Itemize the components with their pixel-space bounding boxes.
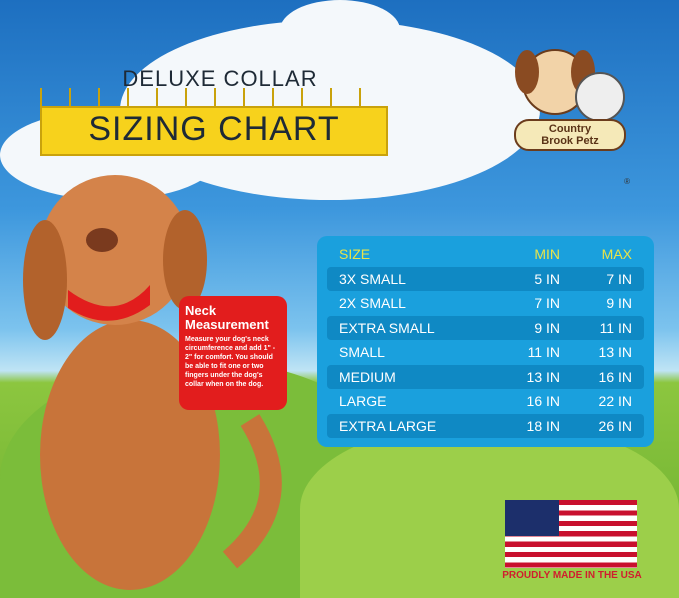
ruler-ticks bbox=[40, 88, 388, 106]
header-size: SIZE bbox=[339, 246, 371, 263]
min-cell: 11 IN bbox=[527, 344, 560, 361]
max-cell: 9 IN bbox=[606, 295, 632, 312]
size-cell: 3X SMALL bbox=[339, 270, 406, 287]
size-cell: MEDIUM bbox=[339, 368, 396, 385]
sizing-table: SIZE MIN MAX 3X SMALL 5 IN 7 IN 2X SMALL 7 I… bbox=[317, 236, 654, 447]
flag-canton bbox=[505, 500, 559, 536]
logo-text-1: Country bbox=[548, 123, 592, 135]
max-cell: 13 IN bbox=[598, 344, 632, 361]
cloud bbox=[280, 0, 400, 60]
max-cell: 16 IN bbox=[598, 368, 632, 385]
min-cell: 18 IN bbox=[526, 417, 560, 434]
min-cell: 13 IN bbox=[526, 368, 560, 385]
table-row: 3X SMALL 5 IN 7 IN bbox=[327, 266, 644, 291]
table-row: 2X SMALL 7 IN 9 IN bbox=[327, 291, 644, 316]
neck-body: Measure your dog's neck circumference an… bbox=[185, 336, 276, 388]
min-cell: 16 IN bbox=[526, 393, 560, 410]
table-row: EXTRA SMALL 9 IN 11 IN bbox=[327, 315, 644, 340]
size-cell: LARGE bbox=[339, 393, 387, 410]
neck-measurement-callout: Neck Measurement Measure your dog's neck… bbox=[179, 296, 287, 410]
header-max: MAX bbox=[601, 246, 632, 263]
size-cell: SMALL bbox=[339, 344, 385, 361]
neck-title-1: Neck bbox=[185, 303, 217, 318]
registered-mark: ® bbox=[624, 177, 630, 186]
table-row: SMALL 11 IN 13 IN bbox=[327, 340, 644, 365]
max-cell: 7 IN bbox=[606, 270, 632, 287]
logo-text-2: Brook Petz bbox=[541, 135, 599, 147]
ruler-banner bbox=[40, 106, 388, 156]
neck-title-2: Measurement bbox=[185, 317, 269, 332]
max-cell: 11 IN bbox=[599, 319, 632, 336]
size-cell: EXTRA SMALL bbox=[339, 319, 435, 336]
title-line1: DELUXE COLLAR bbox=[122, 66, 318, 91]
max-cell: 26 IN bbox=[598, 417, 632, 434]
size-cell: EXTRA LARGE bbox=[339, 417, 437, 434]
header-min: MIN bbox=[534, 246, 560, 263]
made-in-usa-text: PROUDLY MADE IN THE USA bbox=[502, 570, 642, 581]
max-cell: 22 IN bbox=[598, 393, 632, 410]
brand-logo: Country Brook Petz ® bbox=[500, 42, 640, 186]
min-cell: 9 IN bbox=[534, 319, 560, 336]
min-cell: 5 IN bbox=[534, 270, 560, 287]
table-row: EXTRA LARGE 18 IN 26 IN bbox=[327, 413, 644, 438]
min-cell: 7 IN bbox=[534, 295, 560, 312]
dog-illustration bbox=[23, 175, 282, 590]
usa-flag bbox=[505, 500, 637, 568]
table-row: MEDIUM 13 IN 16 IN bbox=[327, 364, 644, 389]
table-row: LARGE 16 IN 22 IN bbox=[327, 389, 644, 414]
title-line2: SIZING CHART bbox=[88, 110, 340, 148]
table-header: SIZE MIN MAX bbox=[327, 242, 644, 267]
size-cell: 2X SMALL bbox=[339, 295, 406, 312]
table-body: 3X SMALL 5 IN 7 IN 2X SMALL 7 IN 9 IN EXTRA SM… bbox=[327, 266, 644, 438]
puppy-kitten-icon bbox=[514, 49, 626, 151]
